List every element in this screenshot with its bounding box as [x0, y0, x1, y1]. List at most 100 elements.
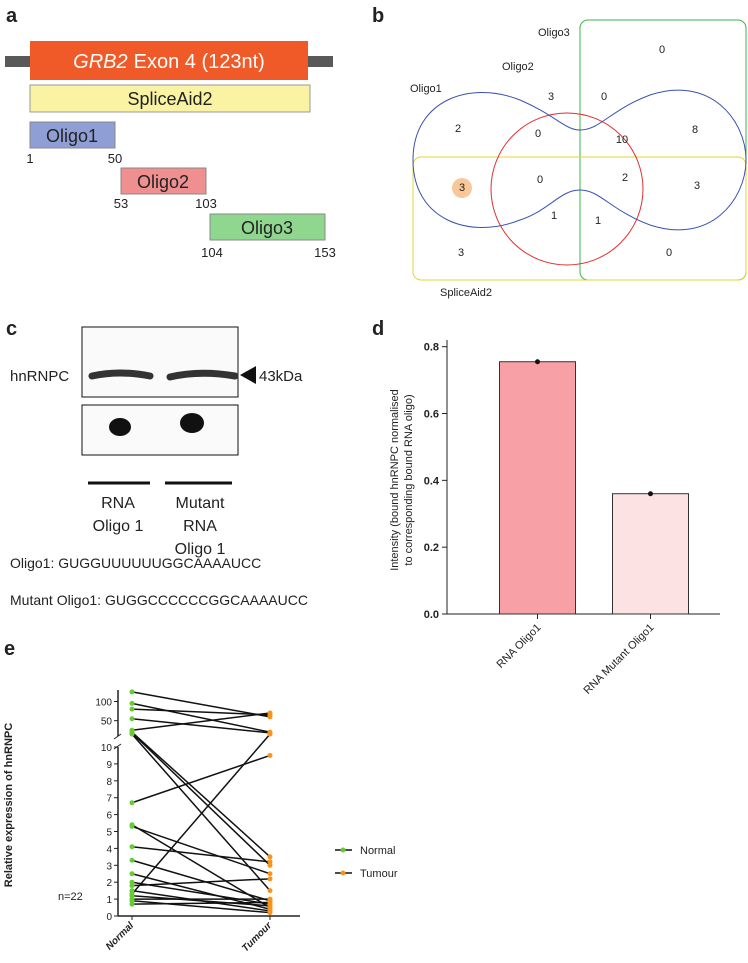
set-oligo2 [490, 112, 644, 266]
exon-title: GRB2 Exon 4 (123nt) [73, 51, 265, 73]
y-tick-label: 7 [106, 794, 112, 805]
data-point [129, 689, 135, 695]
pair-line [131, 900, 271, 914]
y-axis-label: Intensity (bound hnRNPC normalised [389, 389, 401, 571]
data-point [129, 871, 135, 877]
set-spliceaid2 [412, 156, 747, 281]
region-count: 3 [458, 247, 464, 259]
oligo-end: 103 [195, 196, 217, 211]
set-oligo3 [579, 19, 747, 281]
data-point [267, 899, 273, 905]
y-tick-label: 4 [106, 844, 112, 855]
data-point [267, 710, 273, 716]
y-tick-label: 50 [101, 717, 113, 728]
lane-label: RNA [101, 495, 135, 512]
pair-line [131, 731, 271, 858]
y-tick-label: 6 [106, 811, 112, 822]
blot [81, 404, 239, 456]
data-point [129, 901, 135, 907]
y-tick-label: 10 [101, 743, 113, 754]
data-point [267, 888, 273, 894]
region-count: 0 [601, 91, 607, 103]
pair-line [131, 691, 271, 718]
lane-label: RNA [183, 518, 217, 535]
y-tick-label: 8 [106, 777, 112, 788]
data-point [267, 731, 273, 737]
y-tick-label: 5 [106, 828, 112, 839]
data-point [267, 871, 273, 877]
region-count: 3 [694, 180, 700, 192]
y-tick-label: 0 [106, 912, 112, 923]
region-count: 3 [548, 91, 554, 103]
region-count: 2 [455, 123, 461, 135]
region-count: 3 [459, 182, 465, 194]
pair-line [131, 878, 271, 887]
region-count: 0 [535, 128, 541, 140]
sequence: Oligo1: GUGGUUUUUUGGCAAAAUCC [10, 555, 261, 571]
x-tick-label: Normal [104, 920, 136, 952]
dot [109, 418, 131, 436]
oligo-start: 104 [201, 245, 223, 260]
bar [612, 493, 689, 615]
pair-line [131, 901, 271, 905]
data-point [129, 800, 135, 806]
region-count: 2 [622, 172, 628, 184]
pair-line [131, 712, 271, 731]
panel-label: c [6, 318, 17, 340]
region-count: 10 [616, 134, 628, 146]
data-point [267, 876, 273, 882]
exon-text: Exon 4 (123nt) [134, 51, 265, 73]
region-count: 0 [659, 44, 665, 56]
sequence: Mutant Oligo1: GUGGCCCCCCGGCAAAAUCC [10, 592, 308, 608]
y-axis-label: Relative expression of hnRNPC [3, 723, 15, 887]
lane-label: Oligo 1 [175, 541, 226, 558]
y-tick-label: 0.6 [424, 409, 439, 421]
blot [81, 326, 239, 398]
x-tick-label: RNA Mutant Oligo1 [582, 622, 657, 697]
y-tick-label: 100 [95, 698, 112, 709]
lane-label: Oligo 1 [93, 518, 144, 535]
data-point [129, 883, 135, 889]
highlight [452, 178, 472, 198]
panel-label: a [6, 5, 18, 27]
y-tick-label: 1 [106, 895, 112, 906]
oligo-label: Oligo1 [46, 126, 98, 146]
region-count: 0 [666, 247, 672, 259]
data-point [129, 706, 135, 712]
oligo-box [29, 121, 116, 149]
arrow [240, 366, 256, 384]
panel-label: e [4, 638, 15, 660]
set-oligo1 [412, 89, 747, 231]
region-count: 1 [551, 210, 557, 222]
oligo-box [209, 213, 326, 241]
gene-name: GRB2 [73, 51, 127, 73]
data-point [267, 752, 273, 758]
data-point [129, 716, 135, 722]
legend-label: Tumour [360, 868, 398, 880]
y-tick-label: 3 [106, 861, 112, 872]
protein-label: hnRNPC [10, 368, 69, 385]
pair-line [131, 732, 271, 866]
data-point [129, 857, 135, 863]
set-label: Oligo2 [502, 61, 534, 73]
y-tick-label: 2 [106, 878, 112, 889]
y-tick-label: 0.8 [424, 342, 439, 354]
pair-line [131, 733, 271, 892]
data-point [535, 359, 540, 365]
size-label: 43kDa [259, 368, 303, 385]
region-count: 8 [692, 124, 698, 136]
oligo-end: 153 [314, 245, 336, 260]
x-tick-label: RNA Oligo1 [494, 622, 543, 671]
oligo-box [120, 167, 207, 195]
pair-line [131, 825, 271, 875]
panel-label: b [372, 5, 384, 27]
lane-label: Mutant [176, 495, 225, 512]
pair-line [131, 881, 271, 905]
pair-line [131, 754, 271, 804]
annotation: n=22 [58, 891, 83, 903]
pair-line [131, 845, 271, 863]
oligo-label: Oligo3 [241, 218, 293, 238]
data-point [129, 731, 135, 737]
oligo-start: 53 [114, 196, 128, 211]
data-point [267, 910, 273, 916]
